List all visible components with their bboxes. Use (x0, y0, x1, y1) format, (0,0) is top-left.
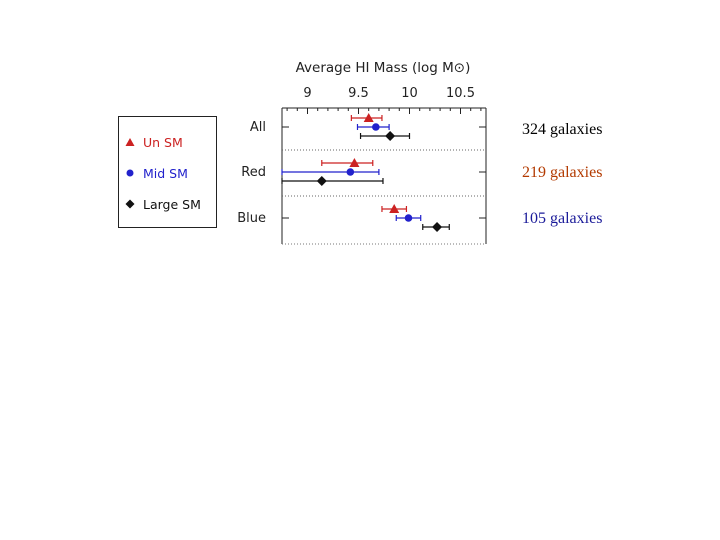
legend-item-mid-sm: Mid SM (125, 164, 188, 182)
legend: Un SM Mid SM Large SM (118, 116, 217, 228)
black-diamond-icon (125, 199, 135, 209)
data-point-diamond (316, 176, 327, 186)
y-category-label: All (250, 120, 266, 135)
chart-title: Average HI Mass (log M⊙) (296, 60, 471, 76)
data-point-triangle (389, 204, 400, 213)
count-label-all: 324 galaxies (522, 121, 603, 138)
blue-circle-icon (126, 169, 134, 177)
red-triangle-icon (125, 138, 135, 146)
legend-label-mid-sm: Mid SM (143, 165, 188, 181)
count-label-blue: 105 galaxies (522, 210, 603, 227)
x-tick-label: 10.5 (446, 86, 475, 101)
marks-group (281, 113, 450, 232)
y-category-label: Red (241, 165, 266, 180)
axis-group: 9 9.5 10 10.5 All Red Blue (237, 86, 487, 245)
data-point-diamond (385, 131, 396, 141)
data-point-circle (346, 168, 355, 176)
x-tick-label: 9.5 (348, 86, 369, 101)
legend-label-un-sm: Un SM (143, 134, 183, 150)
count-label-red: 219 galaxies (522, 164, 603, 181)
x-tick-label: 9 (303, 86, 311, 101)
legend-item-un-sm: Un SM (125, 133, 183, 151)
data-point-triangle (363, 113, 374, 122)
data-point-circle (404, 214, 413, 222)
data-point-diamond (432, 222, 443, 232)
y-category-label: Blue (237, 211, 266, 226)
data-point-circle (372, 123, 380, 131)
legend-item-large-sm: Large SM (125, 195, 201, 213)
x-tick-label: 10 (401, 86, 418, 101)
data-point-triangle (349, 158, 360, 167)
legend-label-large-sm: Large SM (143, 196, 201, 212)
